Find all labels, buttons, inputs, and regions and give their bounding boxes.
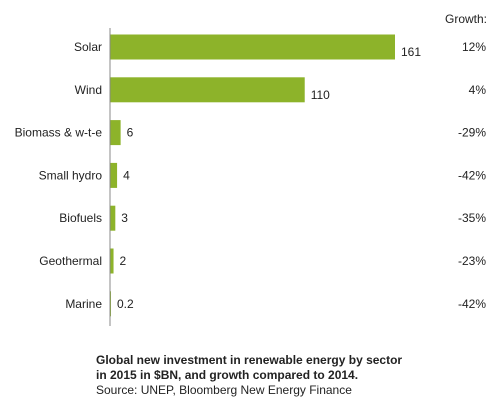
caption-line-1: Global new investment in renewable energ… bbox=[96, 353, 403, 367]
growth-label: 4% bbox=[469, 83, 487, 97]
growth-label: 12% bbox=[462, 40, 486, 54]
growth-label: -29% bbox=[458, 126, 486, 140]
growth-header: Growth: bbox=[445, 12, 488, 26]
category-label: Geothermal bbox=[39, 254, 102, 268]
value-label: 2 bbox=[120, 254, 127, 268]
value-label: 0.2 bbox=[117, 297, 134, 311]
value-label: 4 bbox=[123, 168, 130, 182]
bar bbox=[110, 34, 395, 60]
bar bbox=[110, 162, 118, 188]
value-label: 3 bbox=[121, 211, 128, 225]
value-label: 6 bbox=[127, 126, 134, 140]
category-label: Biomass & w-t-e bbox=[15, 126, 103, 140]
category-label: Small hydro bbox=[39, 168, 103, 182]
growth-label: -42% bbox=[458, 168, 486, 182]
value-label: 110 bbox=[311, 88, 330, 102]
chart-canvas: Solar 161 12% Wind 110 4% Biomass & w-t-e 6 -29%… bbox=[15, 28, 487, 326]
caption-source: Source: UNEP, Bloomberg New Energy Finan… bbox=[96, 383, 352, 397]
bar bbox=[110, 205, 116, 231]
bar bbox=[110, 77, 305, 103]
category-label: Biofuels bbox=[59, 211, 102, 225]
category-label: Marine bbox=[65, 297, 102, 311]
growth-label: -23% bbox=[458, 254, 486, 268]
bar bbox=[110, 248, 114, 274]
category-label: Solar bbox=[74, 40, 102, 54]
bar bbox=[110, 120, 121, 146]
chart-caption: Global new investment in renewable energ… bbox=[96, 353, 486, 398]
growth-label: -42% bbox=[458, 297, 486, 311]
caption-line-2: in 2015 in $BN, and growth compared to 2… bbox=[96, 368, 359, 382]
value-label: 161 bbox=[401, 45, 421, 59]
investment-bar-chart: Solar 161 12% Wind 110 4% Biomass & w-t-e 6 -29%… bbox=[15, 12, 488, 326]
category-label: Wind bbox=[75, 83, 102, 97]
growth-label: -35% bbox=[458, 211, 486, 225]
